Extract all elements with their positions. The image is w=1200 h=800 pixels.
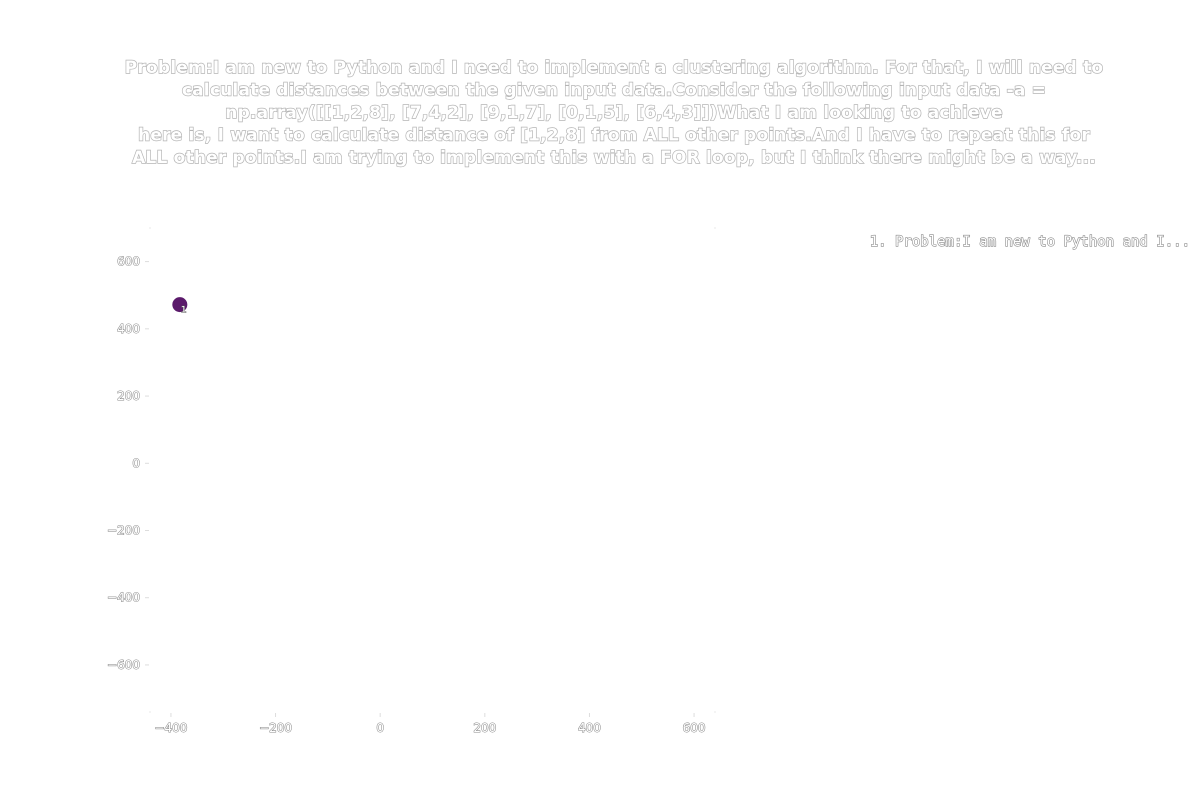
plot-corner-markers [149,227,716,713]
legend: 1. Problem:I am new to Python and I... [869,233,1190,250]
legend-entry: 1. Problem:I am new to Python and I... [870,234,1190,250]
chart-title: Problem:I am new to Python and I need to… [124,57,1104,168]
y-tick-label: −400 [107,591,140,605]
y-tick-label: 0 [132,456,140,470]
chart-title-line: calculate distances between the given in… [182,81,1046,101]
x-tick-label: 200 [473,721,496,735]
chart-title-line: ALL other points.I am trying to implemen… [132,148,1096,168]
x-tick-label: 400 [578,721,601,735]
y-axis: 600 400 200 0 −200 −400 −600 [106,254,149,672]
x-tick-label: 600 [683,721,706,735]
x-tick-label: −200 [259,721,292,735]
data-point [172,297,188,313]
data-points: 1 [172,297,188,316]
y-tick-label: −600 [107,658,140,672]
chart-title-line: np.array([[1,2,8], [7,4,2], [9,1,7], [0,… [225,103,1002,123]
y-tick-label: 600 [117,255,140,269]
y-tick-label: 400 [117,322,140,336]
chart-title-line: Problem:I am new to Python and I need to… [125,58,1104,78]
chart-title-line: here is, I want to calculate distance of… [138,126,1090,146]
x-tick-label: 0 [376,721,384,735]
data-point-label: 1 [181,306,187,316]
x-axis: −400 −200 0 200 400 600 [154,713,706,736]
y-tick-label: −200 [107,524,140,538]
y-tick-label: 200 [117,389,140,403]
x-tick-label: −400 [154,721,187,735]
